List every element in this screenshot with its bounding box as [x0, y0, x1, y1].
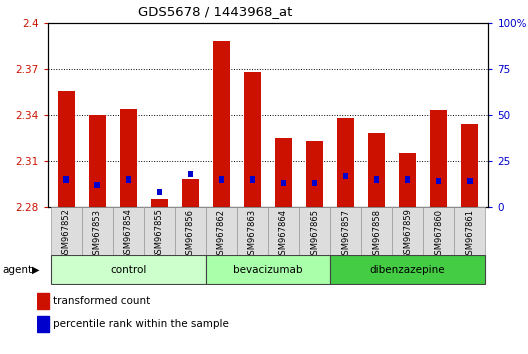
Text: GSM967865: GSM967865 [310, 209, 319, 259]
Bar [51, 256, 206, 284]
Bar [423, 207, 454, 255]
Bar [306, 141, 323, 207]
Bar [281, 180, 286, 186]
Bar [330, 207, 361, 255]
Text: GSM967856: GSM967856 [186, 209, 195, 259]
Bar [182, 179, 199, 207]
Text: dibenzazepine: dibenzazepine [370, 265, 446, 275]
Text: GSM967862: GSM967862 [217, 209, 226, 259]
Bar [330, 256, 485, 284]
Bar [374, 176, 379, 183]
Bar [89, 115, 106, 207]
Bar [312, 180, 317, 186]
Bar [361, 207, 392, 255]
Bar [213, 41, 230, 207]
Bar [275, 138, 292, 207]
Bar [461, 124, 478, 207]
Bar [250, 176, 255, 183]
Bar [151, 199, 168, 207]
Bar [219, 176, 224, 183]
Text: GSM967864: GSM967864 [279, 209, 288, 259]
Text: GSM967860: GSM967860 [434, 209, 443, 259]
Bar [405, 176, 410, 183]
Bar [299, 207, 330, 255]
Text: GSM967854: GSM967854 [124, 209, 133, 259]
Bar [454, 207, 485, 255]
Text: GSM967857: GSM967857 [341, 209, 350, 259]
Bar [120, 109, 137, 207]
Bar [82, 207, 112, 255]
Bar [399, 153, 416, 207]
Text: GSM967853: GSM967853 [93, 209, 102, 259]
Bar [187, 171, 193, 177]
Bar [244, 72, 261, 207]
Bar [175, 207, 206, 255]
Text: ▶: ▶ [32, 265, 40, 275]
Text: GSM967858: GSM967858 [372, 209, 381, 259]
Bar [268, 207, 299, 255]
Text: GSM967859: GSM967859 [403, 209, 412, 259]
Text: GSM967863: GSM967863 [248, 209, 257, 259]
Text: GSM967852: GSM967852 [62, 209, 71, 259]
Bar [37, 316, 49, 332]
Bar [237, 207, 268, 255]
Bar [392, 207, 423, 255]
Bar [337, 118, 354, 207]
Bar [144, 207, 175, 255]
Text: GSM967855: GSM967855 [155, 209, 164, 259]
Bar [368, 133, 385, 207]
Bar [467, 178, 473, 184]
Bar [112, 207, 144, 255]
Bar [157, 189, 162, 195]
Text: transformed count: transformed count [53, 296, 150, 307]
Text: GDS5678 / 1443968_at: GDS5678 / 1443968_at [138, 5, 292, 18]
Bar [343, 173, 348, 179]
Text: agent: agent [3, 265, 33, 275]
Bar [95, 182, 100, 188]
Bar [206, 207, 237, 255]
Text: bevacizumab: bevacizumab [233, 265, 303, 275]
Bar [58, 91, 74, 207]
Bar [126, 176, 131, 183]
Text: percentile rank within the sample: percentile rank within the sample [53, 319, 229, 330]
Bar [63, 176, 69, 183]
Bar [436, 178, 441, 184]
Text: GSM967861: GSM967861 [465, 209, 474, 259]
Text: control: control [110, 265, 146, 275]
Bar [206, 256, 330, 284]
Bar [37, 293, 49, 309]
Bar [51, 207, 82, 255]
Bar [430, 110, 447, 207]
